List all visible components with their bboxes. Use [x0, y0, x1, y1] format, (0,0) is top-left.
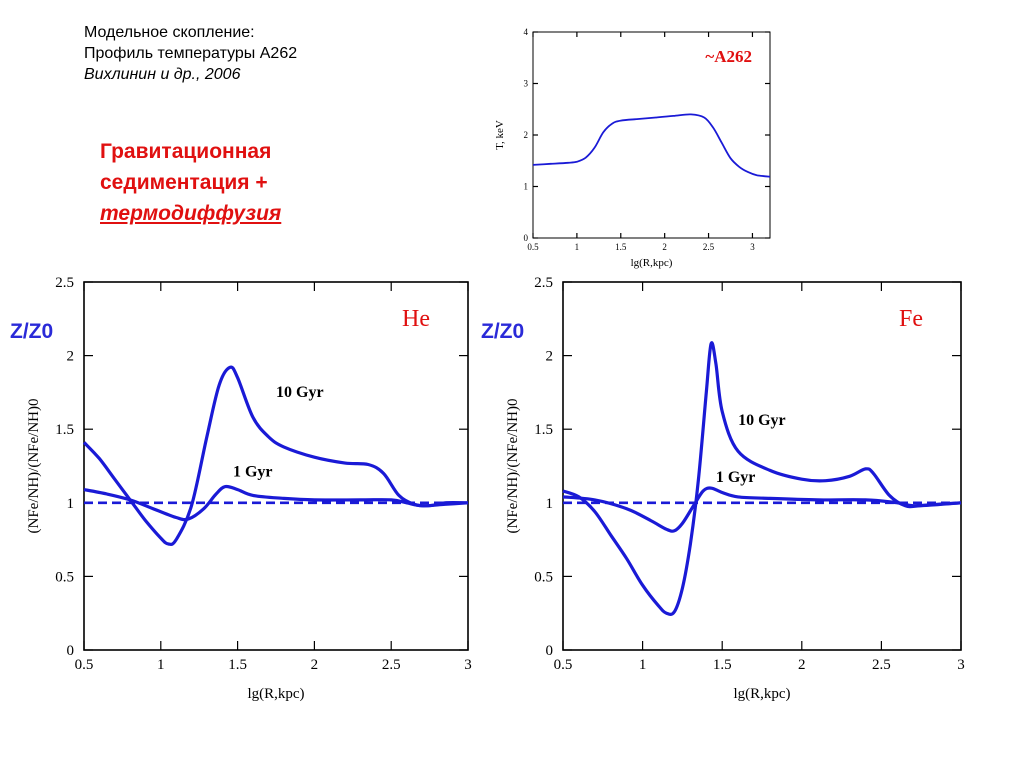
he-y-axis-label: (NFe/NH)/(NFe/NH)0 [26, 399, 42, 534]
temp-x-tick-label: 3 [750, 242, 755, 252]
note-line-3: термодиффузия [100, 202, 282, 225]
temp-y-tick-label: 4 [524, 27, 529, 37]
he-plot-frame [83, 281, 469, 651]
temp-y-tick-label: 2 [524, 130, 529, 140]
fe-x-tick-label: 1 [639, 657, 647, 673]
he-x-tick-label: 1.5 [228, 657, 247, 673]
fe-x-tick-label: 0.5 [554, 657, 573, 673]
fe-y-tick-label: 1.5 [534, 422, 553, 438]
he-x-tick-label: 1 [157, 657, 165, 673]
he-x-tick-label: 0.5 [75, 657, 94, 673]
he-series-line [82, 365, 469, 547]
he-y-tick-label: 0.5 [55, 569, 74, 585]
note-line-1: Гравитационная [100, 140, 272, 163]
he-panel-label: He [402, 306, 430, 332]
temp-x-tick-label: 1.5 [615, 242, 627, 252]
note-line-2: седиментация + [100, 171, 268, 194]
he-x-axis-label: lg(R,kpc) [247, 686, 304, 702]
temp-y-tick-label: 0 [524, 233, 529, 243]
fe-x-tick-label: 2 [798, 657, 806, 673]
temp-y-tick-label: 3 [524, 79, 529, 89]
temp-series-line [532, 113, 771, 178]
fe-series-line [562, 341, 962, 616]
temp-x-tick-label: 1 [575, 242, 580, 252]
temp-y-axis-label: T, keV [494, 120, 506, 150]
temp-y-tick-label: 1 [524, 182, 529, 192]
fe-x-tick-label: 3 [957, 657, 965, 673]
fe-plot-frame [562, 281, 962, 651]
fe-series-label: 1 Gyr [716, 469, 756, 486]
slide-header: Модельное скопление: Профиль температуры… [84, 22, 297, 85]
fe-x-axis-label: lg(R,kpc) [733, 686, 790, 702]
fe-y-axis-label: (NFe/NH)/(NFe/NH)0 [505, 399, 521, 534]
fe-y-tick-label: 0.5 [534, 569, 553, 585]
he-z-label: Z/Z0 [10, 320, 54, 343]
he-x-tick-label: 2.5 [382, 657, 401, 673]
fe-panel-label: Fe [899, 306, 923, 332]
he-series-line [83, 484, 469, 522]
he-y-tick-label: 1 [67, 496, 75, 512]
fe-y-tick-label: 0 [546, 643, 554, 659]
fe-x-tick-label: 2.5 [872, 657, 891, 673]
he-series-label: 10 Gyr [276, 384, 324, 401]
temp-x-tick-label: 2.5 [703, 242, 715, 252]
fe-x-tick-label: 1.5 [713, 657, 732, 673]
fe-y-tick-label: 1 [546, 496, 554, 512]
he-y-tick-label: 0 [67, 643, 75, 659]
temp-x-axis-label: lg(R,kpc) [631, 257, 673, 269]
header-citation: Вихлинин и др., 2006 [84, 66, 241, 83]
header-line-1: Модельное скопление: [84, 24, 255, 41]
header-line-2: Профиль температуры A262 [84, 45, 298, 62]
temp-x-tick-label: 0.5 [527, 242, 539, 252]
he-y-tick-label: 2 [67, 349, 75, 365]
temp-annotation: ~A262 [705, 47, 752, 66]
he-y-tick-label: 2.5 [55, 275, 74, 291]
fe-y-tick-label: 2.5 [534, 275, 553, 291]
temp-x-tick-label: 2 [662, 242, 667, 252]
he-x-tick-label: 2 [311, 657, 319, 673]
fe-series-line [562, 486, 962, 533]
fe-y-tick-label: 2 [546, 349, 554, 365]
sedimentation-note: Гравитационная седиментация + термодиффу… [100, 136, 281, 229]
he-series-label: 1 Gyr [233, 463, 273, 480]
fe-series-label: 10 Gyr [738, 412, 786, 429]
he-x-tick-label: 3 [464, 657, 472, 673]
fe-z-label: Z/Z0 [481, 320, 525, 343]
he-y-tick-label: 1.5 [55, 422, 74, 438]
